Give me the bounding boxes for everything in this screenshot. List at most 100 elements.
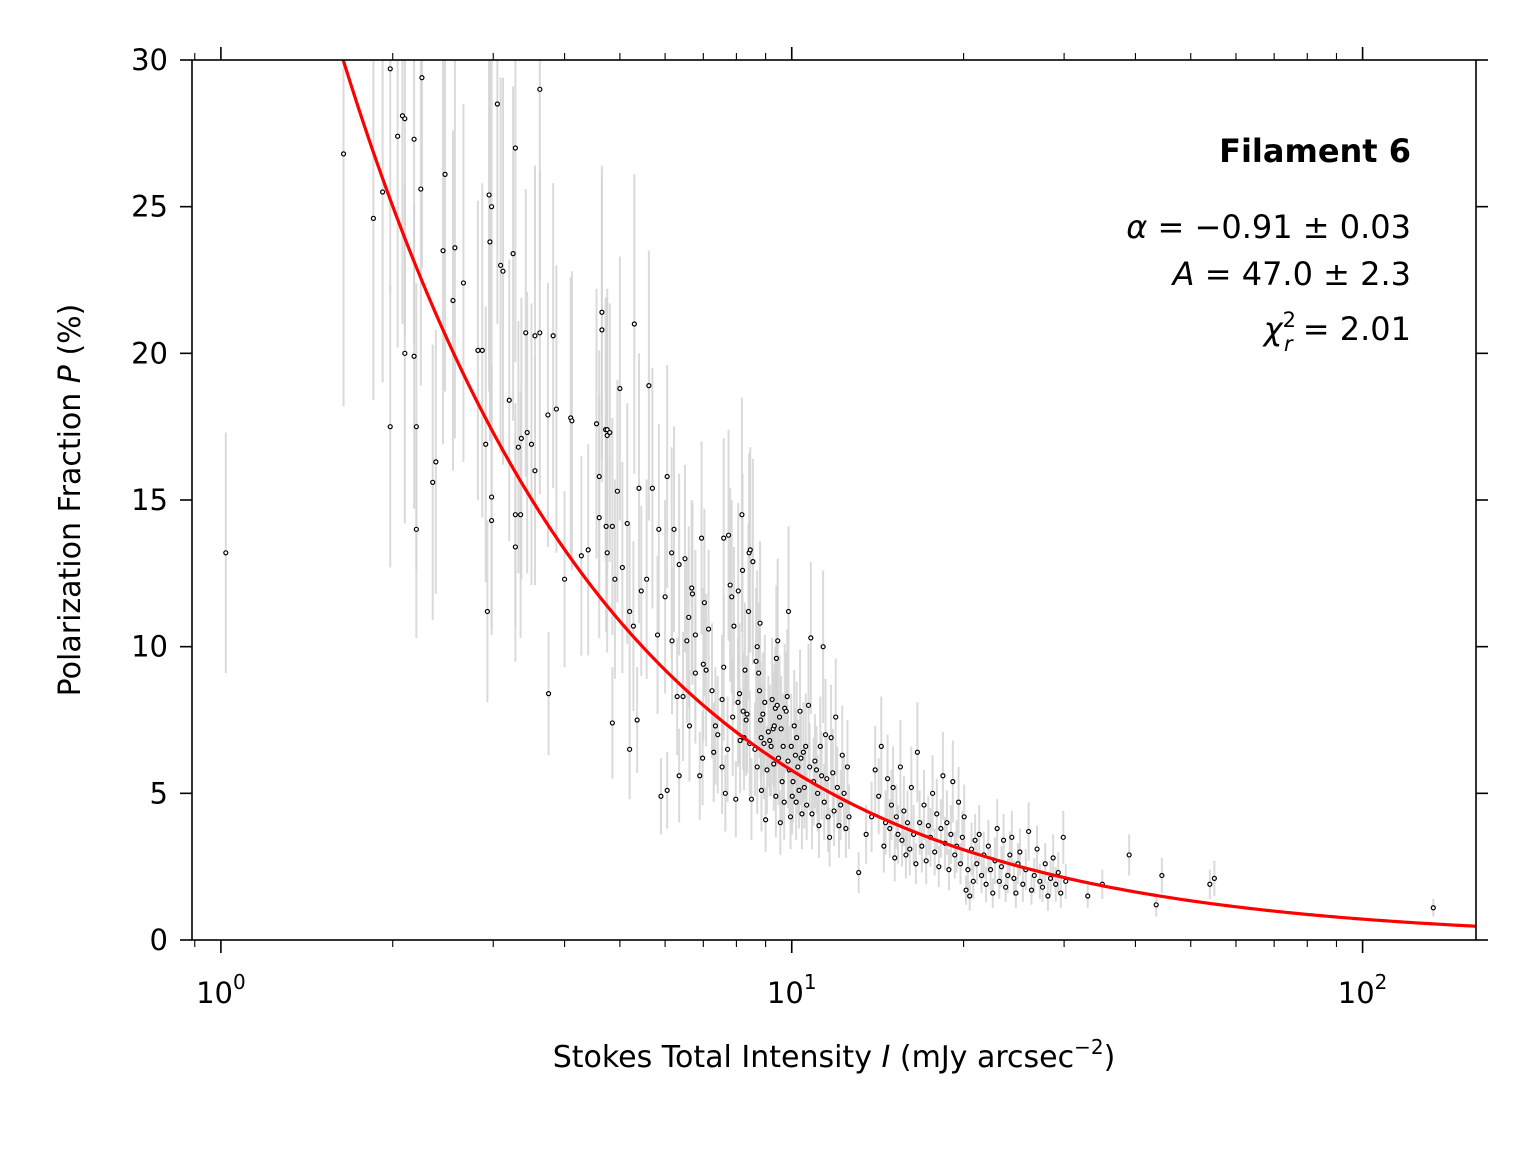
data-point (972, 837, 978, 843)
data-point (985, 843, 991, 849)
data-point (380, 189, 386, 195)
y-tick-label: 25 (131, 190, 168, 224)
data-point (887, 825, 893, 832)
data-point (662, 594, 668, 600)
data-point (1042, 861, 1048, 867)
data-point (703, 667, 709, 673)
data-point (774, 702, 780, 708)
data-point (719, 696, 725, 703)
data-point (413, 424, 419, 430)
data-point (827, 834, 833, 840)
data-point (745, 608, 752, 615)
y-axis-label: Polarization Fraction P (%) (53, 304, 88, 697)
data-point (486, 192, 492, 198)
data-point (537, 86, 543, 92)
data-point (593, 421, 600, 427)
data-point (839, 752, 845, 758)
data-point (395, 133, 401, 139)
data-point (452, 245, 458, 251)
data-point (771, 723, 777, 729)
data-point (892, 855, 898, 861)
data-point (987, 866, 994, 873)
data-point (733, 796, 739, 802)
data-point (739, 567, 746, 574)
data-point (430, 479, 436, 485)
data-point (1159, 872, 1165, 879)
data-point (545, 412, 551, 418)
data-point (553, 406, 559, 412)
data-point (692, 632, 699, 638)
data-point (719, 764, 725, 770)
data-point (684, 638, 690, 644)
data-point (923, 858, 929, 864)
data-point (808, 635, 814, 641)
y-tick-label: 15 (131, 483, 168, 517)
data-point (799, 811, 805, 817)
data-point (528, 441, 535, 447)
data-point (804, 802, 810, 808)
data-point (512, 145, 518, 151)
data-point (1031, 872, 1037, 879)
data-point (617, 385, 623, 392)
data-point (765, 729, 771, 735)
data-point (387, 424, 393, 430)
data-point (940, 773, 946, 779)
data-point (523, 330, 529, 336)
y-tick-label: 5 (150, 776, 168, 810)
data-point (944, 820, 950, 826)
data-point (735, 699, 741, 706)
data-point (701, 600, 707, 606)
data-point (831, 808, 837, 814)
data-point (921, 802, 927, 808)
data-point (497, 262, 504, 268)
data-point (607, 429, 613, 436)
data-point (612, 576, 618, 582)
data-point (450, 297, 456, 304)
data-point (674, 693, 680, 700)
data-point (518, 435, 524, 441)
data-point (843, 825, 849, 832)
data-point (1020, 881, 1026, 887)
data-point (785, 758, 791, 764)
data-point (433, 459, 439, 465)
data-point (757, 620, 763, 626)
data-point (834, 784, 840, 791)
data-point (387, 66, 393, 72)
data-point (735, 588, 741, 594)
data-point (736, 690, 743, 697)
data-point (833, 714, 839, 720)
data-point (727, 582, 733, 588)
data-point (1028, 887, 1035, 893)
data-point (936, 864, 942, 870)
data-point (739, 512, 745, 518)
data-point (596, 473, 602, 480)
data-point (742, 667, 748, 673)
data-point (686, 614, 692, 620)
data-point (1430, 905, 1436, 911)
data-point (721, 535, 727, 541)
data-point (878, 743, 884, 750)
data-point (740, 708, 746, 714)
data-point (812, 758, 818, 764)
data-point (1011, 875, 1017, 882)
x-tick-label: 100 (196, 970, 246, 1010)
data-point (1053, 881, 1059, 887)
data-point (888, 802, 895, 808)
data-point (901, 808, 907, 814)
data-point (671, 526, 677, 532)
data-point (411, 136, 417, 142)
data-point (664, 473, 670, 480)
data-point (919, 843, 925, 849)
data-point (817, 743, 823, 750)
data-point (1017, 849, 1023, 855)
data-point (820, 644, 826, 650)
data-point (479, 347, 485, 353)
data-point (955, 799, 962, 805)
data-point (532, 468, 538, 474)
data-point (578, 553, 584, 559)
data-point (1045, 893, 1051, 899)
data-point (1153, 902, 1159, 908)
data-point (758, 717, 764, 723)
data-point (603, 523, 609, 530)
data-point (627, 608, 633, 615)
